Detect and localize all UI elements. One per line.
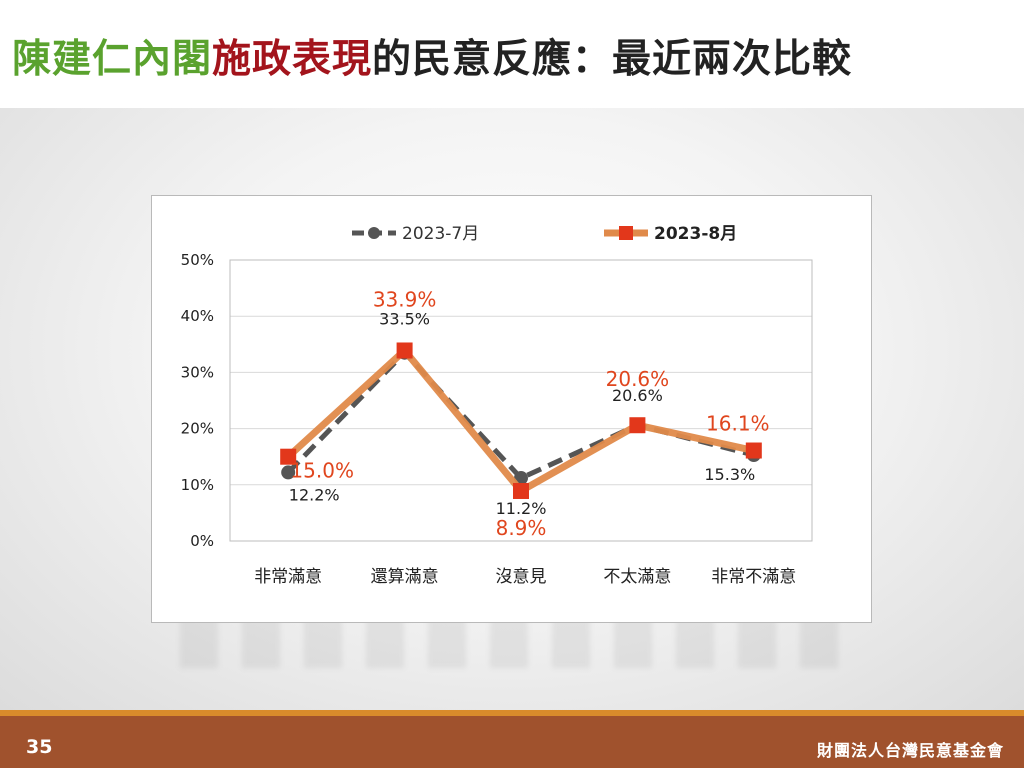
x-tick-label: 非常不滿意 (711, 567, 796, 587)
legend-marker-2023-07 (368, 227, 380, 239)
data-point-2023-08 (513, 482, 529, 499)
data-label-2023-08: 33.9% (373, 287, 437, 311)
plot-area-border (229, 259, 813, 542)
y-tick-label: 50% (181, 251, 214, 269)
data-label-2023-07: 12.2% (289, 485, 340, 504)
legend-label-2023-07: 2023-7月 (402, 224, 479, 244)
data-point-2023-08 (396, 342, 413, 359)
footer-bar: 35 財團法人台灣民意基金會 (0, 710, 1024, 768)
data-label-2023-08: 8.9% (496, 516, 547, 540)
y-tick-label: 40% (181, 307, 214, 325)
data-label-2023-07: 11.2% (496, 499, 547, 518)
x-tick-label: 還算滿意 (371, 567, 439, 587)
data-point-2023-07 (281, 465, 296, 480)
page-number: 35 (26, 736, 53, 758)
y-tick-label: 0% (190, 532, 214, 550)
x-tick-label: 不太滿意 (603, 567, 671, 587)
y-tick-label: 10% (181, 476, 214, 494)
series-line-2023-08 (285, 346, 755, 495)
x-tick-label: 沒意見 (496, 567, 547, 587)
legend-marker-2023-08 (619, 226, 633, 240)
title-bar: 陳建仁內閣施政表現的民意反應：最近兩次比較 (0, 0, 1024, 108)
x-tick-label: 非常滿意 (254, 567, 322, 587)
organization-name: 財團法人台灣民意基金會 (816, 741, 1004, 760)
y-tick-label: 30% (181, 363, 214, 381)
data-label-2023-08: 20.6% (606, 367, 670, 391)
series-line-2023-07 (286, 349, 755, 482)
data-label-2023-08: 15.0% (290, 459, 354, 483)
title-segment-cabinet: 陳建仁內閣 (12, 37, 213, 82)
line-chart: 0% 10% 20% 30% 40% 50% 非常滿意 還算滿意 沒意見 不太滿意 非常不滿意 12.… (181, 224, 813, 587)
chart-panel: 0% 10% 20% 30% 40% 50% 非常滿意 還算滿意 沒意見 不太滿意 非常不滿意 12.… (151, 195, 872, 623)
title-segment-performance: 施政表現 (212, 37, 373, 82)
data-label-2023-07: 15.3% (704, 465, 755, 484)
y-tick-label: 20% (181, 420, 214, 438)
data-label-2023-08: 16.1% (706, 412, 770, 436)
legend-label-2023-08: 2023-8月 (654, 224, 737, 244)
title-segment-rest: 的民意反應：最近兩次比較 (372, 37, 853, 82)
data-point-2023-08 (280, 448, 297, 465)
page-title: 陳建仁內閣施政表現的民意反應：最近兩次比較 (12, 28, 852, 84)
data-label-2023-07: 20.6% (612, 386, 663, 405)
data-point-2023-08 (629, 417, 646, 434)
data-label-2023-07: 33.5% (379, 310, 430, 329)
data-point-2023-08 (745, 442, 762, 459)
